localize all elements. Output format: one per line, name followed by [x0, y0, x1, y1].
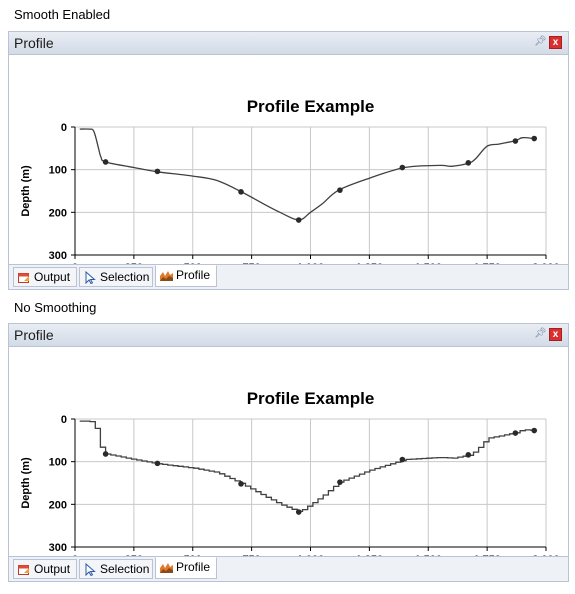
tab-selection[interactable]: Selection — [79, 267, 153, 287]
chart-area: Profile Example02505007501,0001,2501,500… — [9, 347, 568, 580]
profile-panel-stepped: Profile 📌︎ x Profile Example02505007501,… — [8, 323, 569, 582]
caption-smooth-enabled: Smooth Enabled — [14, 7, 111, 22]
profile-icon — [160, 271, 173, 281]
profile-panel-smooth: Profile 📌︎ x Profile Example02505007501,… — [8, 31, 569, 290]
profile-point — [238, 189, 244, 195]
profile-point — [337, 187, 343, 193]
y-tick-label: 100 — [49, 165, 67, 177]
tab-output-label: Output — [34, 270, 71, 284]
y-tick-label: 200 — [49, 499, 67, 511]
y-tick-label: 0 — [61, 414, 67, 426]
profile-point — [512, 430, 519, 436]
profile-point — [399, 164, 406, 171]
panel-title: Profile — [14, 327, 54, 343]
close-icon[interactable]: x — [549, 328, 562, 341]
tab-output-label: Output — [34, 562, 71, 576]
pin-icon[interactable]: 📌︎ — [534, 36, 547, 47]
profile-point — [154, 460, 161, 467]
tab-strip: Output Selection Profile — [9, 556, 568, 581]
profile-point — [154, 168, 161, 175]
chart-title: Profile Example — [247, 389, 375, 408]
tab-strip: Output Selection Profile — [9, 264, 568, 289]
profile-point — [512, 138, 519, 144]
profile-chart-stepped: Profile Example02505007501,0001,2501,500… — [20, 389, 560, 580]
caption-no-smoothing: No Smoothing — [14, 300, 97, 315]
y-axis-label: Depth (m) — [20, 165, 32, 217]
tab-selection-label: Selection — [100, 562, 150, 576]
tab-profile-label: Profile — [176, 560, 211, 574]
profile-point — [238, 481, 244, 487]
profile-point — [465, 160, 472, 166]
profile-point — [102, 159, 109, 165]
y-axis-label: Depth (m) — [20, 457, 32, 509]
profile-chart-smooth: Profile Example02505007501,0001,2501,500… — [20, 97, 560, 288]
profile-point — [102, 451, 109, 457]
profile-point — [399, 456, 406, 463]
profile-point — [337, 479, 343, 485]
profile-point — [531, 427, 538, 434]
panel-titlebar: Profile 📌︎ x — [9, 32, 568, 55]
profile-point — [531, 135, 538, 142]
panel-titlebar: Profile 📌︎ x — [9, 324, 568, 347]
output-icon — [18, 273, 29, 283]
output-icon — [18, 565, 29, 575]
profile-line — [79, 128, 535, 221]
tab-profile[interactable]: Profile — [155, 557, 217, 579]
panel-title: Profile — [14, 35, 54, 51]
y-tick-label: 0 — [61, 122, 67, 134]
tab-profile-label: Profile — [176, 268, 211, 282]
y-tick-label: 300 — [49, 542, 67, 554]
chart-title: Profile Example — [247, 97, 375, 116]
selection-icon — [85, 271, 96, 284]
tab-selection-label: Selection — [100, 270, 150, 284]
y-tick-label: 200 — [49, 207, 67, 219]
tab-output[interactable]: Output — [13, 267, 77, 287]
pin-icon[interactable]: 📌︎ — [534, 328, 547, 339]
tab-profile[interactable]: Profile — [155, 265, 217, 287]
profile-point — [295, 509, 302, 515]
y-tick-label: 100 — [49, 457, 67, 469]
tab-selection[interactable]: Selection — [79, 559, 153, 579]
close-icon[interactable]: x — [549, 36, 562, 49]
profile-icon — [160, 563, 173, 573]
selection-icon — [85, 563, 96, 576]
y-tick-label: 300 — [49, 250, 67, 262]
profile-point — [295, 217, 302, 223]
profile-point — [465, 452, 472, 458]
chart-area: Profile Example02505007501,0001,2501,500… — [9, 55, 568, 288]
tab-output[interactable]: Output — [13, 559, 77, 579]
